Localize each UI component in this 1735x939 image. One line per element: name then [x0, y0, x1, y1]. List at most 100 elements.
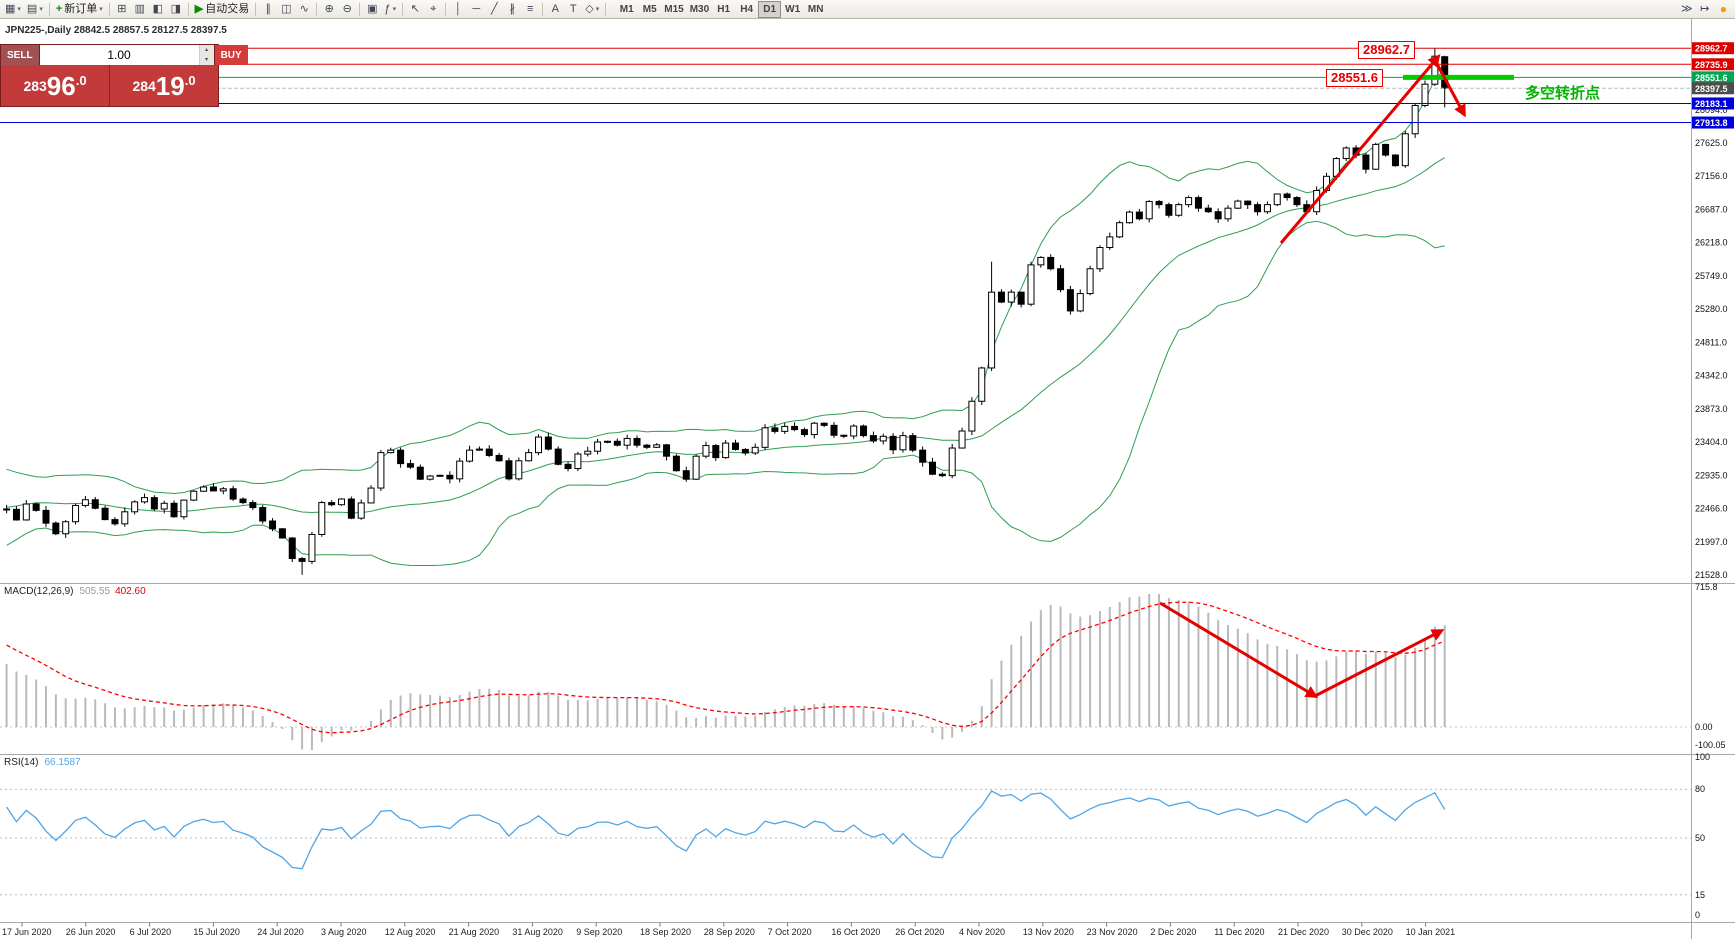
cursor-icon: ↖ — [410, 2, 420, 15]
date-axis-label: 2 Dec 2020 — [1150, 927, 1196, 937]
buy-price-button[interactable]: 284 19.0 — [110, 65, 218, 106]
timeframe-h4-button[interactable]: H4 — [735, 1, 758, 18]
profiles-button[interactable]: ▤ ▾ — [24, 1, 46, 18]
shapes-tool-button[interactable]: ◇ ▾ — [582, 1, 602, 18]
autoscroll-button[interactable]: ≫ — [1678, 1, 1696, 18]
timeframe-h1-button[interactable]: H1 — [712, 1, 735, 18]
date-axis-label: 12 Aug 2020 — [385, 927, 436, 937]
new-chart-button[interactable]: ▦ ▾ — [2, 1, 24, 18]
timeframe-m15-button[interactable]: M15 — [661, 1, 686, 18]
rsi-pane — [0, 788, 1691, 896]
volume-up-button[interactable]: ▴ — [199, 45, 214, 55]
zoom-out-button[interactable]: ⊖ — [338, 1, 356, 18]
macd-axis-label: 0.00 — [1695, 722, 1713, 732]
volume-down-button[interactable]: ▾ — [199, 55, 214, 65]
macd-histogram — [5, 594, 1446, 750]
price-axis-label: 23404.0 — [1695, 437, 1728, 447]
zoom-out-icon: ⊖ — [342, 2, 352, 15]
toolbar-separator — [605, 2, 607, 16]
terminal-button[interactable]: ◨ — [167, 1, 185, 18]
date-axis-label: 21 Aug 2020 — [449, 927, 500, 937]
sell-price-prefix: 283 — [23, 77, 47, 94]
toolbar-separator — [48, 2, 50, 16]
volume-input[interactable] — [39, 45, 199, 65]
horizontal-line-tool-button[interactable]: ─ — [467, 1, 485, 18]
label-icon: T — [569, 2, 577, 15]
text-icon: A — [551, 2, 559, 15]
timeframe-m30-button[interactable]: M30 — [687, 1, 712, 18]
timeframe-m5-button[interactable]: M5 — [638, 1, 661, 18]
bollinger-upper-band — [6, 69, 1446, 495]
text-tool-button[interactable]: A — [546, 1, 564, 18]
timeframe-m1-button[interactable]: M1 — [615, 1, 638, 18]
zoom-in-button[interactable]: ⊕ — [320, 1, 338, 18]
data-window-button[interactable]: ▥ — [131, 1, 149, 18]
macd-axis-label: 715.8 — [1695, 582, 1718, 592]
trend-arrow[interactable] — [1279, 54, 1441, 244]
price-axis-label: 22935.0 — [1695, 470, 1728, 480]
toolbar-separator — [255, 2, 257, 16]
market-watch-button[interactable]: ⊞ — [113, 1, 131, 18]
new-order-label: 新订单 — [64, 2, 98, 15]
navigator-button[interactable]: ◧ — [149, 1, 167, 18]
indicators-button[interactable]: ƒ ▾ — [381, 1, 399, 18]
chart-shift-button[interactable]: ↦ — [1696, 1, 1714, 18]
toolbar-separator — [445, 2, 447, 16]
date-axis-label: 18 Sep 2020 — [640, 927, 691, 937]
date-axis-label: 13 Nov 2020 — [1023, 927, 1074, 937]
crosshair-tool-button[interactable]: ⌖ — [424, 1, 442, 18]
timeframe-w1-button[interactable]: W1 — [781, 1, 804, 18]
price-callout-level[interactable]: 28551.6 — [1326, 69, 1383, 87]
volume-spinner: ▴ ▾ — [198, 45, 214, 65]
date-axis-label: 21 Dec 2020 — [1278, 927, 1329, 937]
rsi-line — [6, 790, 1446, 870]
date-axis-label: 4 Nov 2020 — [959, 927, 1005, 937]
sell-price-button[interactable]: 283 96.0 — [1, 65, 110, 106]
indicators-icon: ƒ — [384, 2, 391, 15]
macd-main-value: 505.55 — [79, 586, 111, 597]
timeframe-toolbar: M1 M5 M15 M30 H1 H4 D1 W1 MN — [615, 0, 827, 18]
notification-icon[interactable]: ● — [1719, 2, 1727, 16]
turning-point-annotation[interactable]: 多空转折点 — [1525, 85, 1601, 102]
candlestick-chart-button[interactable]: ◫ — [277, 1, 295, 18]
bar-chart-button[interactable]: ∥ — [259, 1, 277, 18]
autotrading-button[interactable]: ▶ 自动交易 — [192, 1, 252, 18]
sell-button[interactable]: SELL — [1, 45, 39, 65]
fibonacci-icon: ≡ — [527, 2, 534, 15]
cursor-tool-button[interactable]: ↖ — [406, 1, 424, 18]
timeframe-mn-button[interactable]: MN — [804, 1, 827, 18]
rsi-value: 66.1587 — [44, 757, 81, 768]
new-chart-icon: ▦ — [5, 2, 16, 15]
chevron-down-icon: ▾ — [392, 5, 397, 13]
timeframe-d1-button[interactable]: D1 — [758, 0, 782, 18]
macd-label: MACD(12,26,9) — [4, 586, 74, 597]
new-order-button[interactable]: + 新订单 ▾ — [53, 1, 106, 18]
buy-button[interactable]: BUY — [214, 45, 248, 65]
date-axis-label: 17 Jun 2020 — [2, 927, 52, 937]
trendline-tool-button[interactable]: ╱ — [485, 1, 503, 18]
trend-arrow[interactable] — [1159, 601, 1319, 698]
fibonacci-tool-button[interactable]: ≡ — [521, 1, 539, 18]
price-callout-high[interactable]: 28962.7 — [1358, 41, 1415, 59]
trendline-icon: ╱ — [490, 2, 498, 15]
zoom-in-icon: ⊕ — [324, 2, 334, 15]
channel-tool-button[interactable]: ∦ — [503, 1, 521, 18]
label-tool-button[interactable]: T — [564, 1, 582, 18]
vertical-line-tool-button[interactable]: │ — [449, 1, 467, 18]
price-level-tag-label: 28397.5 — [1695, 84, 1728, 94]
rsi-axis-label: 0 — [1695, 910, 1700, 920]
line-chart-button[interactable]: ∿ — [295, 1, 313, 18]
trend-arrow[interactable] — [1434, 61, 1466, 118]
date-axis-label: 15 Jul 2020 — [193, 927, 240, 937]
horizontal-line-icon: ─ — [472, 2, 481, 15]
price-axis-label: 21997.0 — [1695, 537, 1728, 547]
volume-field: ▴ ▾ — [38, 45, 215, 65]
sell-price-big-digits: 96 — [46, 70, 76, 101]
trend-arrow[interactable] — [1314, 629, 1445, 698]
tile-windows-button[interactable]: ▣ — [363, 1, 381, 18]
chart-info-line: JPN225-,Daily 28842.5 28857.5 28127.5 28… — [5, 25, 227, 36]
date-axis-label: 26 Oct 2020 — [895, 927, 944, 937]
date-axis-label: 16 Oct 2020 — [831, 927, 880, 937]
price-level-tag — [1692, 42, 1734, 55]
price-axis-label: 24342.0 — [1695, 371, 1728, 381]
